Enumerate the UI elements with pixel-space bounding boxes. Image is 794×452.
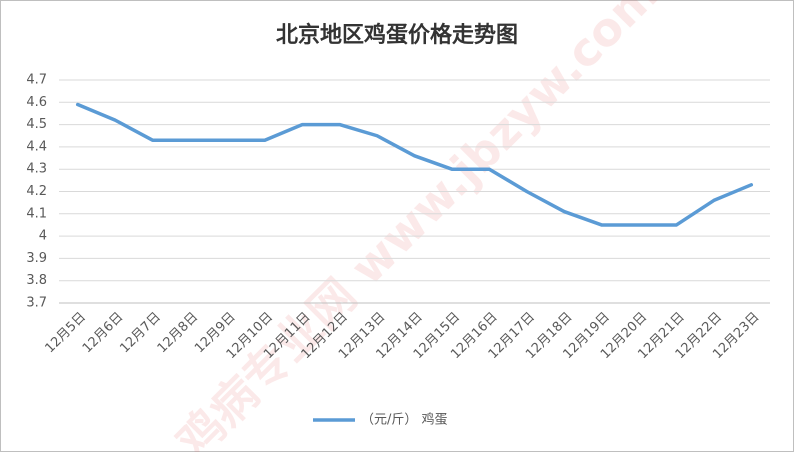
- y-tick-label: 3.8: [26, 273, 47, 288]
- y-tick-label: 4.3: [26, 162, 47, 177]
- y-tick-label: 4.4: [26, 139, 47, 154]
- y-tick-label: 3.9: [26, 251, 47, 266]
- chart-title: 北京地区鸡蛋价格走势图: [276, 22, 518, 48]
- y-tick-label: 3.7: [26, 296, 47, 311]
- y-tick-label: 4.5: [26, 117, 47, 132]
- y-tick-label: 4.1: [26, 206, 47, 221]
- y-tick-label: 4.2: [26, 184, 47, 199]
- y-tick-label: 4: [39, 229, 47, 244]
- legend-label: （元/斤） 鸡蛋: [361, 412, 448, 428]
- y-tick-label: 4.7: [26, 73, 47, 88]
- data-line: [75, 102, 754, 227]
- y-tick-label: 4.6: [26, 95, 47, 110]
